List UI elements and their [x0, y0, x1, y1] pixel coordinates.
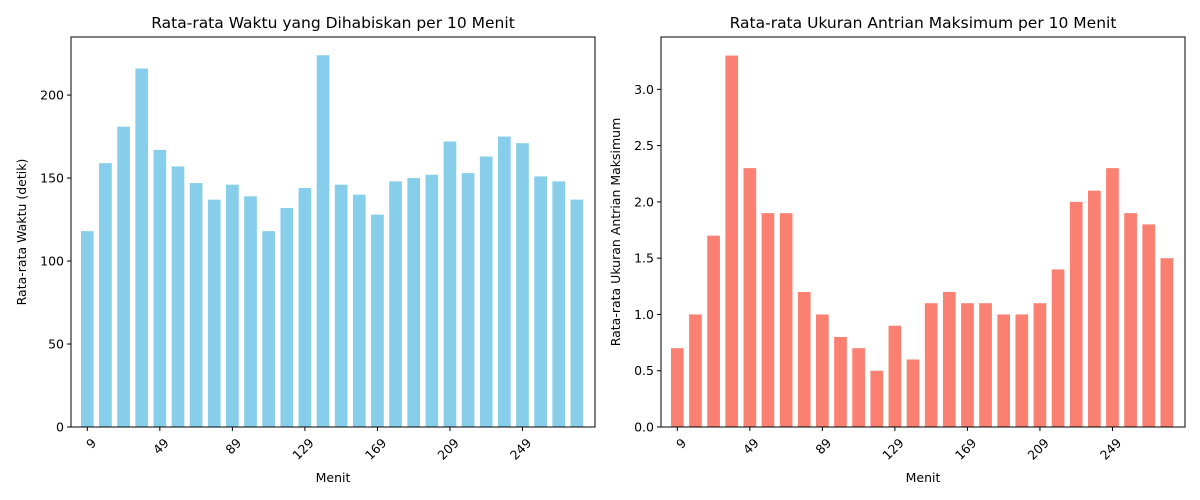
- y-tick-label: 1.0: [634, 307, 654, 322]
- bar: [1142, 224, 1156, 427]
- bar: [552, 181, 566, 427]
- bar: [135, 68, 149, 427]
- bar: [298, 188, 312, 427]
- bar: [1124, 213, 1137, 427]
- x-tick-label: 89: [812, 435, 834, 457]
- plot-frame: [70, 36, 596, 428]
- bar: [244, 196, 257, 427]
- bar: [207, 199, 221, 427]
- bar: [1160, 258, 1174, 427]
- bar: [352, 194, 366, 427]
- x-tick-label: 49: [150, 435, 172, 457]
- bar: [906, 359, 920, 427]
- x-tick-label: 49: [740, 435, 762, 457]
- bar: [888, 325, 902, 427]
- bar: [1033, 303, 1047, 427]
- x-tick-label: 169: [952, 435, 980, 463]
- bar: [979, 303, 992, 427]
- bar: [479, 156, 493, 428]
- bar: [1069, 201, 1083, 427]
- y-tick-label: 0.5: [634, 363, 654, 378]
- bar: [779, 213, 793, 427]
- y-tick-label: 50: [48, 337, 64, 352]
- bar: [407, 178, 421, 427]
- x-tick-label: 89: [222, 435, 244, 457]
- bar-group: [80, 55, 584, 428]
- bar: [1088, 190, 1101, 427]
- bar: [1106, 168, 1119, 427]
- y-tick-label: 200: [40, 88, 64, 103]
- y-tick-label: 0: [56, 420, 64, 435]
- bar: [870, 370, 884, 427]
- x-tick-label: 169: [362, 435, 390, 463]
- bar: [942, 291, 956, 427]
- bar: [443, 141, 457, 428]
- bar: [189, 183, 203, 427]
- x-tick-label: 9: [673, 435, 689, 451]
- bar: [1015, 314, 1029, 427]
- y-tick-label: 100: [40, 254, 64, 269]
- x-tick-label: 249: [507, 435, 535, 463]
- y-tick-label: 0.0: [634, 420, 654, 435]
- bar: [153, 149, 167, 427]
- x-axis-label: Menit: [316, 470, 351, 485]
- x-tick-label: 129: [289, 435, 317, 463]
- x-tick-label: 129: [879, 435, 907, 463]
- bar: [707, 235, 720, 427]
- bar: [226, 184, 239, 427]
- y-tick-label: 2.0: [634, 194, 654, 209]
- chart-title: Rata-rata Waktu yang Dihabiskan per 10 M…: [151, 14, 515, 32]
- chart-left: Rata-rata Waktu yang Dihabiskan per 10 M…: [14, 14, 596, 485]
- x-ticks: 9 49 89 129 169 209 249: [673, 427, 1124, 463]
- x-tick-label: 9: [83, 435, 99, 451]
- bar: [371, 214, 384, 427]
- x-tick-label: 209: [1024, 435, 1052, 463]
- bar: [316, 55, 330, 427]
- bar: [743, 168, 757, 427]
- bar: [389, 181, 402, 427]
- bar: [498, 136, 511, 427]
- y-tick-label: 150: [40, 171, 64, 186]
- bar: [997, 314, 1011, 427]
- bar: [852, 348, 865, 427]
- bar: [924, 303, 938, 427]
- bar: [117, 126, 130, 428]
- bar: [262, 231, 275, 427]
- bar: [171, 166, 185, 427]
- bar: [570, 199, 584, 427]
- bar: [725, 55, 739, 427]
- bar: [689, 314, 702, 427]
- bar-group: [670, 55, 1174, 427]
- y-tick-label: 2.5: [634, 138, 654, 153]
- bar: [461, 173, 475, 427]
- bar: [1051, 269, 1065, 427]
- bar: [816, 314, 829, 427]
- x-axis-label: Menit: [906, 470, 941, 485]
- bar: [834, 336, 847, 427]
- y-axis-label: Rata-rata Ukuran Antrian Maksimum: [608, 118, 623, 347]
- x-tick-label: 209: [434, 435, 462, 463]
- bar: [534, 176, 547, 427]
- bar: [280, 207, 294, 427]
- bar: [334, 184, 348, 427]
- y-axis-label: Rata-rata Waktu (detik): [14, 159, 29, 306]
- x-ticks: 9 49 89 129 169 209 249: [83, 427, 534, 463]
- y-ticks: 0 50 100 150 200: [40, 88, 71, 435]
- bar: [516, 143, 529, 427]
- y-ticks: 0.0 0.5 1.0 1.5 2.0 2.5 3.0: [634, 82, 661, 435]
- bar: [80, 231, 94, 427]
- bar: [99, 163, 112, 427]
- y-tick-label: 3.0: [634, 82, 654, 97]
- bar: [797, 291, 811, 427]
- plot-frame: [660, 36, 1186, 428]
- chart-title: Rata-rata Ukuran Antrian Maksimum per 10…: [730, 14, 1117, 32]
- x-tick-label: 249: [1097, 435, 1125, 463]
- bar: [961, 303, 974, 427]
- bar: [425, 174, 439, 427]
- chart-right: Rata-rata Ukuran Antrian Maksimum per 10…: [608, 14, 1186, 485]
- y-tick-label: 1.5: [634, 251, 654, 266]
- bar: [761, 213, 775, 427]
- bar: [670, 348, 684, 427]
